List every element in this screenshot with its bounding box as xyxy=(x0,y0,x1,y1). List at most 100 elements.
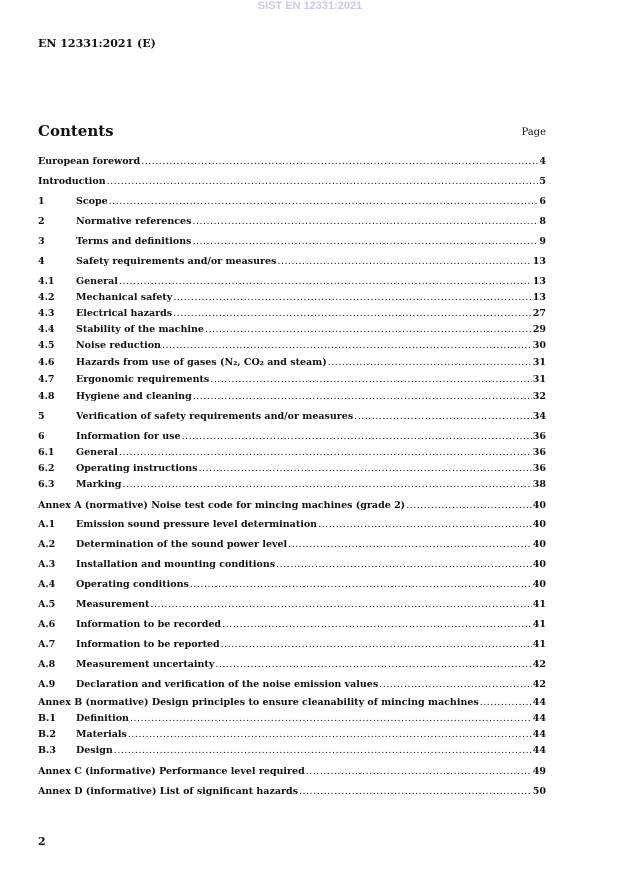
dot-leader xyxy=(128,729,532,741)
dot-leader xyxy=(107,176,539,188)
dot-leader xyxy=(318,519,532,531)
page-column-label: Page xyxy=(521,127,546,138)
toc-entry-page: 44 xyxy=(532,729,546,740)
toc-entry[interactable]: Annex D (informative) List of significan… xyxy=(38,786,546,798)
toc-entry-number: 4.4 xyxy=(38,324,55,335)
dot-leader xyxy=(328,357,532,369)
toc-entry-page: 42 xyxy=(532,659,546,670)
dot-leader xyxy=(119,447,532,459)
toc-entry[interactable]: 6 Information for use 36 xyxy=(38,431,546,443)
dot-leader xyxy=(210,374,532,386)
toc-entry[interactable]: 4.4 Stability of the machine 29 xyxy=(38,324,546,336)
toc-entry-number: 4.3 xyxy=(38,308,55,319)
dot-leader xyxy=(354,411,532,423)
toc-entry[interactable]: 5 Verification of safety requirements and… xyxy=(38,411,546,423)
toc-entry-title: Declaration and verification of the nois… xyxy=(76,679,379,690)
toc-entry-title: Marking xyxy=(76,479,122,490)
toc-entry-page: 34 xyxy=(532,411,546,422)
toc-entry[interactable]: B.2 Materials 44 xyxy=(38,729,546,741)
toc-entry[interactable]: A.9 Declaration and verification of the n… xyxy=(38,679,546,691)
toc-entry-number: 4.8 xyxy=(38,391,55,402)
contents-title: Contents xyxy=(38,122,114,140)
dot-leader xyxy=(192,216,538,228)
toc-entry[interactable]: A.2 Determination of the sound power leve… xyxy=(38,539,546,551)
toc-entry-page: 4 xyxy=(539,156,546,167)
toc-entry-page: 44 xyxy=(532,697,546,708)
toc-entry-number: A.2 xyxy=(38,539,56,550)
toc-entry-page: 41 xyxy=(532,599,546,610)
toc-entry-title: Electrical hazards xyxy=(76,308,173,319)
dot-leader xyxy=(109,196,539,208)
toc-entry[interactable]: 6.1 General 36 xyxy=(38,447,546,459)
toc-entry-number: A.3 xyxy=(38,559,56,570)
toc-entry-page: 36 xyxy=(532,463,546,474)
dot-leader xyxy=(182,431,532,443)
toc-entry[interactable]: Annex C (informative) Performance level … xyxy=(38,766,546,778)
toc-entry-title: Hazards from use of gases (N₂, CO₂ and s… xyxy=(76,357,327,368)
toc-entry-number: 3 xyxy=(38,236,45,247)
toc-entry-page: 44 xyxy=(532,745,546,756)
toc-entry[interactable]: A.7 Information to be reported 41 xyxy=(38,639,546,651)
toc-entry-page: 41 xyxy=(532,619,546,630)
toc-entry[interactable]: 3 Terms and definitions 9 xyxy=(38,236,546,248)
toc-entry-title: Hygiene and cleaning xyxy=(76,391,192,402)
toc-entry[interactable]: 1 Scope 6 xyxy=(38,196,546,208)
toc-entry-page: 13 xyxy=(532,292,546,303)
toc-entry[interactable]: 4.5 Noise reduction 30 xyxy=(38,340,546,352)
toc-entry-page: 32 xyxy=(532,391,546,402)
toc-entry-title: Introduction xyxy=(38,176,106,187)
toc-entry[interactable]: 4 Safety requirements and/or measures 13 xyxy=(38,256,546,268)
toc-entry[interactable]: Annex A (normative) Noise test code for … xyxy=(38,500,546,512)
toc-entry-number: A.7 xyxy=(38,639,56,650)
toc-entry-page: 6 xyxy=(539,196,546,207)
dot-leader xyxy=(173,292,531,304)
toc-entry[interactable]: A.1 Emission sound pressure level determi… xyxy=(38,519,546,531)
toc-entry-page: 40 xyxy=(532,539,546,550)
toc-entry-page: 9 xyxy=(539,236,546,247)
watermark: SIST EN 12331:2021 xyxy=(257,0,363,12)
toc-entry[interactable]: Annex B (normative) Design principles to… xyxy=(38,697,546,709)
dot-leader xyxy=(277,256,531,268)
toc-entry[interactable]: 6.3 Marking 38 xyxy=(38,479,546,491)
toc-entry[interactable]: 4.2 Mechanical safety 13 xyxy=(38,292,546,304)
toc-entry[interactable]: B.1 Definition 44 xyxy=(38,713,546,725)
dot-leader xyxy=(406,500,532,512)
toc-entry-number: A.5 xyxy=(38,599,56,610)
toc-entry[interactable]: A.4 Operating conditions 40 xyxy=(38,579,546,591)
dot-leader xyxy=(122,479,531,491)
toc-entry[interactable]: European foreword 4 xyxy=(38,156,546,168)
toc-entry-title: Emission sound pressure level determinat… xyxy=(76,519,318,530)
toc-entry-title: Annex C (informative) Performance level … xyxy=(38,766,305,777)
toc-entry-number: A.9 xyxy=(38,679,56,690)
toc-entry-page: 38 xyxy=(532,479,546,490)
dot-leader xyxy=(150,599,531,611)
dot-leader xyxy=(193,391,532,403)
toc-entry[interactable]: 2 Normative references 8 xyxy=(38,216,546,228)
toc-entry-title: Determination of the sound power level xyxy=(76,539,288,550)
toc-entry-number: 5 xyxy=(38,411,45,422)
toc-entry[interactable]: A.6 Information to be recorded 41 xyxy=(38,619,546,631)
toc-entry-page: 13 xyxy=(532,256,546,267)
toc-entry[interactable]: Introduction 5 xyxy=(38,176,546,188)
toc-entry-title: Measurement xyxy=(76,599,150,610)
toc-entry[interactable]: 6.2 Operating instructions 36 xyxy=(38,463,546,475)
toc-entry-title: Materials xyxy=(76,729,127,740)
toc-entry[interactable]: 4.8 Hygiene and cleaning 32 xyxy=(38,391,546,403)
toc-entry[interactable]: A.5 Measurement 41 xyxy=(38,599,546,611)
toc-entry[interactable]: 4.6 Hazards from use of gases (N₂, CO₂ an… xyxy=(38,357,546,369)
dot-leader xyxy=(379,679,532,691)
toc-entry[interactable]: 4.7 Ergonomic requirements 31 xyxy=(38,374,546,386)
toc-entry[interactable]: B.3 Design 44 xyxy=(38,745,546,757)
toc-entry-page: 29 xyxy=(532,324,546,335)
toc-entry[interactable]: 4.3 Electrical hazards 27 xyxy=(38,308,546,320)
toc-entry-number: B.3 xyxy=(38,745,56,756)
toc-entry-title: Scope xyxy=(76,196,108,207)
toc-entry[interactable]: A.3 Installation and mounting conditions 4… xyxy=(38,559,546,571)
toc-entry-title: Noise reduction xyxy=(76,340,161,351)
toc-entry[interactable]: A.8 Measurement uncertainty 42 xyxy=(38,659,546,671)
toc-entry-number: B.2 xyxy=(38,729,56,740)
dot-leader xyxy=(141,156,538,168)
toc-entry-title: Safety requirements and/or measures xyxy=(76,256,277,267)
toc-entry[interactable]: 4.1 General 13 xyxy=(38,276,546,288)
